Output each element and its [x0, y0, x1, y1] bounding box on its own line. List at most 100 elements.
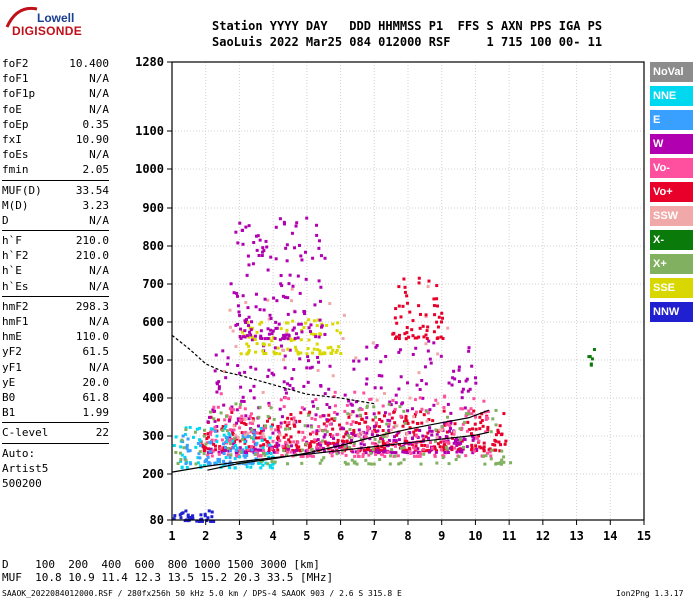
param-row: foEp 0.35 [2, 117, 109, 132]
echo-point [195, 519, 199, 523]
echo-point [242, 437, 246, 441]
echo-point [259, 334, 263, 338]
echo-point [426, 349, 430, 353]
echo-point [301, 448, 305, 452]
echo-point [275, 445, 279, 449]
echo-point [418, 452, 422, 456]
echo-point [465, 445, 469, 449]
echo-point [226, 362, 230, 366]
echo-point [288, 383, 292, 387]
echo-point [176, 462, 180, 466]
echo-point [333, 410, 337, 414]
echo-point [424, 313, 428, 317]
echo-point [259, 435, 263, 439]
x-tick-label: 13 [569, 529, 583, 543]
echo-point [365, 404, 369, 408]
echo-point [403, 439, 407, 443]
echo-point [254, 457, 258, 461]
echo-point [462, 445, 466, 449]
echo-point [457, 448, 461, 452]
echo-point [329, 446, 333, 450]
echo-point [313, 417, 317, 421]
echo-point [266, 414, 270, 418]
echo-point [341, 337, 345, 341]
echo-point [257, 254, 261, 258]
echo-point [485, 415, 489, 419]
echo-point [180, 453, 184, 457]
y-tick-label: 700 [142, 277, 164, 291]
echo-point [440, 425, 444, 429]
echo-point [384, 442, 388, 446]
echo-point [302, 325, 306, 329]
echo-point [383, 454, 387, 458]
echo-point [296, 274, 300, 278]
echo-point [467, 428, 471, 432]
echo-point [306, 355, 310, 359]
echo-point [397, 285, 401, 289]
echo-point [414, 346, 418, 350]
echo-point [447, 462, 451, 466]
echo-point [285, 328, 289, 332]
echo-point [374, 345, 378, 349]
legend-item-nnw: NNW [650, 302, 693, 322]
echo-point [385, 422, 389, 426]
echo-point [462, 437, 466, 441]
echo-point [292, 367, 296, 371]
echo-point [308, 330, 312, 334]
param-value: 210.0 [75, 249, 109, 263]
echo-point [363, 448, 367, 452]
echo-point [357, 428, 361, 432]
echo-point [381, 442, 385, 446]
echo-point [435, 461, 439, 465]
echo-point [399, 414, 403, 418]
echo-point [460, 426, 464, 430]
echo-point [272, 350, 276, 354]
echo-point [397, 337, 401, 341]
echo-point [357, 359, 361, 363]
echo-point [343, 409, 347, 413]
echo-point [227, 449, 231, 453]
echo-point [301, 430, 305, 434]
echo-point [380, 445, 384, 449]
echo-point [275, 450, 279, 454]
digisonde-logo-arc [5, 6, 38, 28]
echo-point [339, 351, 343, 355]
echo-point [282, 446, 286, 450]
echo-point [447, 381, 451, 385]
echo-point [364, 382, 368, 386]
echo-point [244, 430, 248, 434]
echo-point [200, 443, 204, 447]
echo-point [372, 412, 376, 416]
echo-point [253, 447, 257, 451]
echo-point [273, 336, 277, 340]
echo-point [202, 434, 206, 438]
echo-point [178, 451, 182, 455]
echo-point [325, 403, 329, 407]
echo-point [364, 412, 368, 416]
echo-point [205, 458, 209, 462]
echo-point [470, 446, 474, 450]
echo-point [319, 440, 323, 444]
echo-point [452, 432, 456, 436]
echo-point [260, 460, 264, 464]
echo-point [403, 420, 407, 424]
echo-point [461, 387, 465, 391]
echo-point [349, 402, 353, 406]
x-tick-label: 1 [168, 529, 175, 543]
echo-point [381, 439, 385, 443]
echo-point [230, 405, 234, 409]
echo-point [423, 443, 427, 447]
echo-point [481, 424, 485, 428]
echo-point [493, 438, 497, 442]
echo-point [219, 411, 223, 415]
echo-point [238, 221, 242, 225]
echo-point [482, 399, 486, 403]
echo-point [428, 357, 432, 361]
echo-point [308, 366, 312, 370]
echo-point [303, 250, 307, 254]
echo-point [254, 350, 258, 354]
echo-point [327, 413, 331, 417]
echo-point [221, 425, 225, 429]
echo-point [375, 398, 379, 402]
echo-point [286, 462, 290, 466]
